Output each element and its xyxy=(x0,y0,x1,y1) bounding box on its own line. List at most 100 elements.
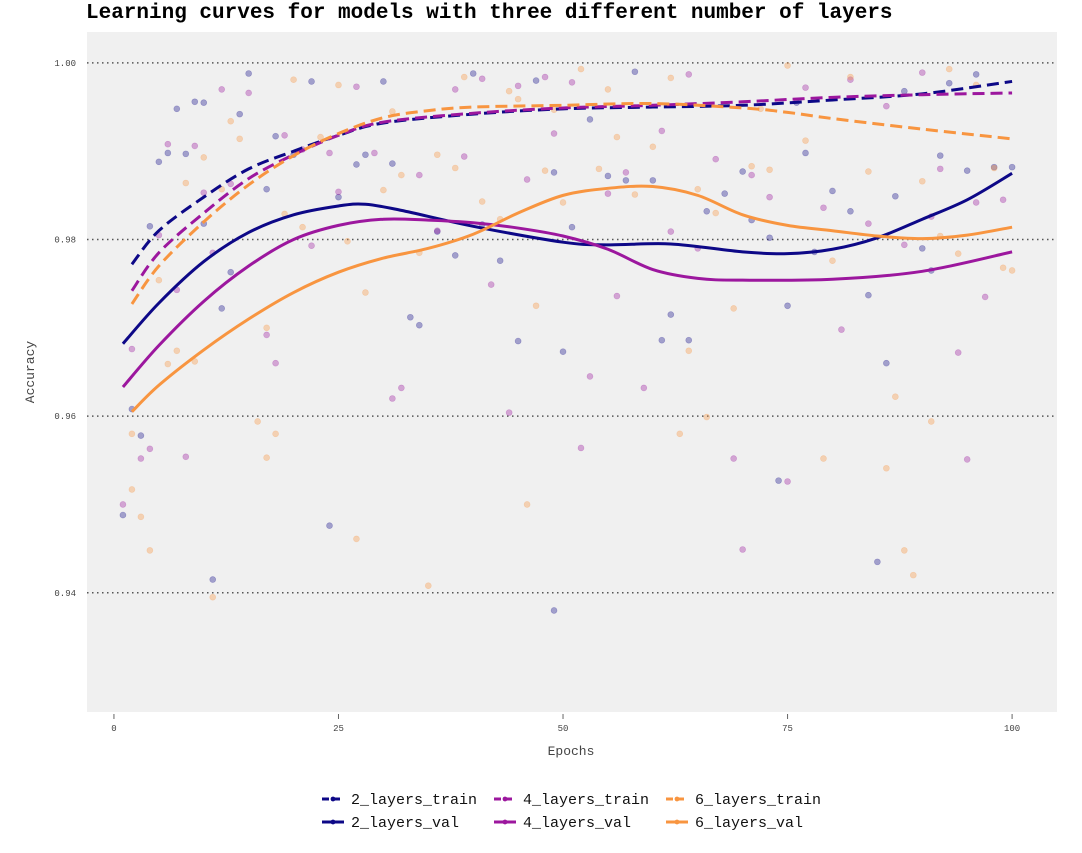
y-axis-label: Accuracy xyxy=(23,341,38,404)
scatter-point-2_layers xyxy=(874,558,881,566)
scatter-point-4_layers xyxy=(784,478,791,485)
scatter-point-2_layers xyxy=(918,245,926,252)
scatter-point-2_layers xyxy=(936,152,944,159)
scatter-point-2_layers xyxy=(568,223,576,231)
scatter-point-4_layers xyxy=(577,444,585,452)
scatter-point-6_layers xyxy=(990,164,998,172)
scatter-point-2_layers xyxy=(200,99,208,106)
x-axis-ticks: 0 25 50 75 100 xyxy=(111,714,1020,734)
scatter-point-4_layers xyxy=(604,190,612,197)
scatter-point-6_layers xyxy=(901,547,908,554)
scatter-point-2_layers xyxy=(649,177,657,184)
scatter-point-4_layers xyxy=(901,241,908,249)
scatter-point-6_layers xyxy=(784,62,791,69)
legend-marker xyxy=(502,819,508,825)
scatter-point-4_layers xyxy=(981,293,989,301)
scatter-point-4_layers xyxy=(963,456,971,463)
scatter-point-4_layers xyxy=(820,204,827,212)
scatter-point-6_layers xyxy=(945,65,953,73)
scatter-point-4_layers xyxy=(658,127,666,135)
scatter-point-4_layers xyxy=(433,227,441,235)
legend-label: 6_layers_val xyxy=(695,815,803,832)
scatter-point-6_layers xyxy=(954,250,962,257)
scatter-point-4_layers xyxy=(164,140,172,148)
scatter-point-6_layers xyxy=(164,360,172,368)
scatter-point-6_layers xyxy=(766,166,773,174)
scatter-point-4_layers xyxy=(586,373,594,380)
scatter-point-2_layers xyxy=(963,167,971,174)
scatter-point-6_layers xyxy=(389,108,396,115)
scatter-point-4_layers xyxy=(667,228,675,235)
scatter-point-2_layers xyxy=(326,522,333,529)
scatter-point-6_layers xyxy=(1008,267,1016,274)
scatter-point-6_layers xyxy=(200,154,208,161)
scatter-point-4_layers xyxy=(308,242,315,250)
scatter-point-6_layers xyxy=(433,151,441,159)
y-tick-label: 0.98 xyxy=(54,236,76,246)
legend-item-4_layers_train: 4_layers_train xyxy=(494,792,649,809)
scatter-point-2_layers xyxy=(622,177,630,184)
scatter-point-4_layers xyxy=(416,171,423,179)
scatter-point-4_layers xyxy=(182,453,190,461)
scatter-point-4_layers xyxy=(272,359,279,367)
scatter-point-4_layers xyxy=(245,89,252,97)
scatter-point-6_layers xyxy=(380,186,387,194)
scatter-point-6_layers xyxy=(631,191,639,198)
scatter-point-2_layers xyxy=(685,336,693,344)
scatter-point-6_layers xyxy=(137,513,145,521)
scatter-point-4_layers xyxy=(685,71,693,78)
scatter-point-6_layers xyxy=(604,86,612,93)
scatter-point-4_layers xyxy=(263,331,270,339)
scatter-point-2_layers xyxy=(362,151,369,159)
scatter-point-4_layers xyxy=(371,149,378,157)
legend-label: 6_layers_train xyxy=(695,792,821,809)
scatter-point-4_layers xyxy=(568,79,576,86)
legend-label: 4_layers_val xyxy=(523,815,631,832)
scatter-point-6_layers xyxy=(299,223,306,231)
x-axis-label: Epochs xyxy=(548,744,595,759)
series-line-6_layers_train xyxy=(130,101,1013,305)
scatter-point-6_layers xyxy=(730,305,737,312)
scatter-point-4_layers xyxy=(954,349,962,356)
scatter-point-4_layers xyxy=(541,73,549,81)
scatter-point-2_layers xyxy=(451,252,459,259)
scatter-point-4_layers xyxy=(622,169,630,176)
scatter-point-2_layers xyxy=(146,222,154,230)
scatter-point-6_layers xyxy=(667,74,675,82)
scatter-point-6_layers xyxy=(146,547,154,554)
scatter-point-4_layers xyxy=(389,395,396,402)
legend: 2_layers_train 4_layers_train 6_layers_tra… xyxy=(322,792,821,832)
scatter-point-4_layers xyxy=(398,384,405,392)
legend-marker xyxy=(330,819,336,825)
scatter-point-6_layers xyxy=(227,117,235,125)
scatter-point-4_layers xyxy=(137,455,145,462)
series-line-2_layers_val xyxy=(121,172,1013,345)
legend-label: 2_layers_val xyxy=(351,815,459,832)
scatter-point-2_layers xyxy=(137,432,145,439)
x-tick-label: 75 xyxy=(782,724,793,734)
scatter-point-2_layers xyxy=(721,190,728,197)
scatter-point-6_layers xyxy=(254,418,261,425)
scatter-point-6_layers xyxy=(999,264,1007,272)
legend-marker xyxy=(330,796,336,802)
scatter-point-4_layers xyxy=(119,501,127,508)
scatter-point-2_layers xyxy=(586,116,594,123)
scatter-point-4_layers xyxy=(730,455,737,462)
scatter-point-2_layers xyxy=(469,70,477,77)
scatter-point-2_layers xyxy=(514,337,522,345)
scatter-point-6_layers xyxy=(748,162,755,170)
series-line-4_layers_val xyxy=(121,217,1013,388)
scatter-points xyxy=(119,62,1016,614)
scatter-point-6_layers xyxy=(362,289,369,296)
scatter-point-6_layers xyxy=(649,143,657,151)
scatter-point-6_layers xyxy=(182,179,190,187)
scatter-point-2_layers xyxy=(353,161,360,168)
scatter-point-6_layers xyxy=(865,168,872,175)
legend-item-2_layers_train: 2_layers_train xyxy=(322,792,477,809)
scatter-point-2_layers xyxy=(245,70,252,77)
series-line-4_layers_train xyxy=(130,91,1013,292)
scatter-point-6_layers xyxy=(272,430,279,438)
scatter-point-4_layers xyxy=(865,220,872,227)
legend-label: 2_layers_train xyxy=(351,792,477,809)
x-tick-label: 0 xyxy=(111,724,116,734)
